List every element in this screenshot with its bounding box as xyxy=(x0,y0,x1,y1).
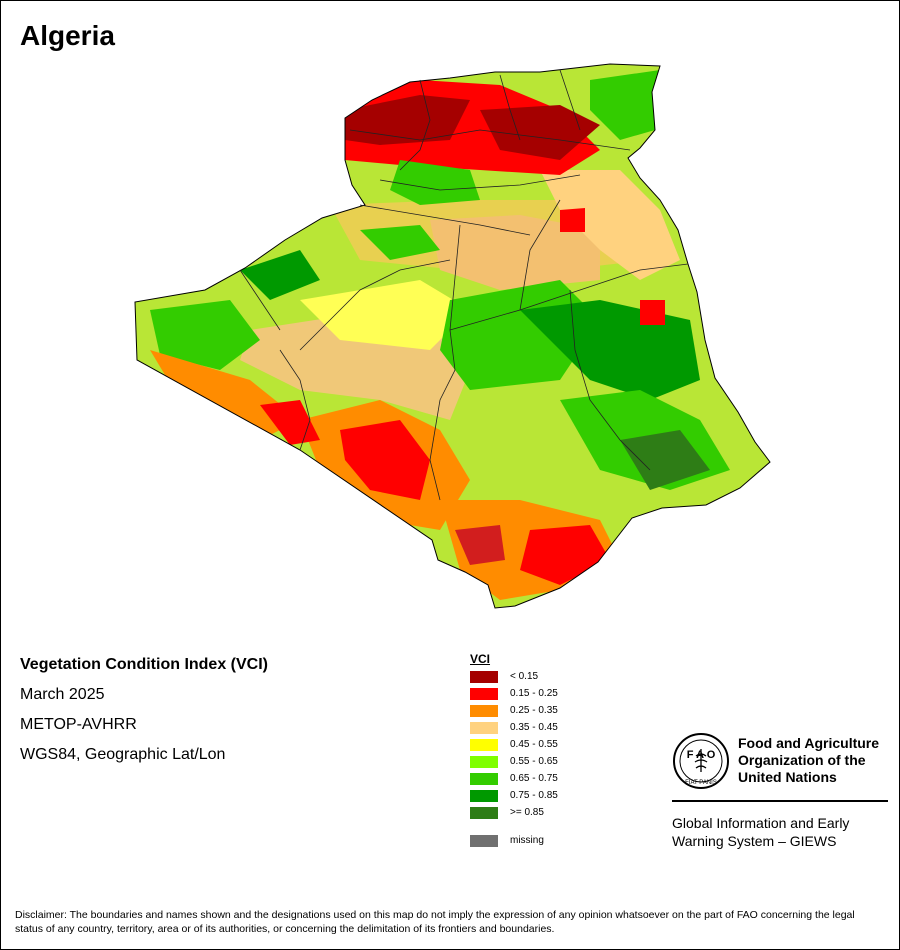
fao-name: Food and Agriculture Organization of the… xyxy=(738,735,879,786)
legend-label: 0.15 - 0.25 xyxy=(510,688,558,699)
fao-name-line: Food and Agriculture xyxy=(738,735,880,751)
fao-name-line: Organization of the xyxy=(738,752,866,768)
period: March 2025 xyxy=(20,686,105,703)
legend-item: 0.35 - 0.45 xyxy=(470,719,558,736)
legend: VCI < 0.15 0.15 - 0.25 0.25 - 0.35 0.35 … xyxy=(470,652,558,849)
legend-item: 0.65 - 0.75 xyxy=(470,770,558,787)
legend-swatch-missing xyxy=(470,834,498,847)
map-info: Vegetation Condition Index (VCI) March 2… xyxy=(20,656,268,776)
legend-label: 0.25 - 0.35 xyxy=(510,705,558,716)
legend-swatch xyxy=(470,738,498,751)
giews-line: Global Information and Early xyxy=(672,815,850,831)
legend-label: 0.55 - 0.65 xyxy=(510,756,558,767)
legend-item: 0.25 - 0.35 xyxy=(470,702,558,719)
legend-swatch xyxy=(470,704,498,717)
legend-item: 0.55 - 0.65 xyxy=(470,753,558,770)
legend-item: >= 0.85 xyxy=(470,804,558,821)
disclaimer: Disclaimer: The boundaries and names sho… xyxy=(15,909,855,935)
fao-logo-icon: F A O FIAT PANIS xyxy=(673,733,729,789)
legend-item-missing: missing xyxy=(470,832,558,849)
legend-swatch xyxy=(470,789,498,802)
legend-label: 0.45 - 0.55 xyxy=(510,739,558,750)
legend-label: < 0.15 xyxy=(510,671,539,682)
map-title: Algeria xyxy=(20,20,115,51)
legend-label-missing: missing xyxy=(510,835,544,846)
legend-label: 0.65 - 0.75 xyxy=(510,773,558,784)
divider xyxy=(672,800,888,802)
legend-item: 0.15 - 0.25 xyxy=(470,685,558,702)
index-name: Vegetation Condition Index (VCI) xyxy=(20,656,268,673)
legend-swatch xyxy=(470,721,498,734)
legend-swatch xyxy=(470,806,498,819)
legend-item: 0.75 - 0.85 xyxy=(470,787,558,804)
province-boundaries xyxy=(239,69,689,501)
legend-swatch xyxy=(470,687,498,700)
legend-item: < 0.15 xyxy=(470,668,558,685)
legend-label: 0.35 - 0.45 xyxy=(510,722,558,733)
projection: WGS84, Geographic Lat/Lon xyxy=(20,746,226,763)
sensor: METOP-AVHRR xyxy=(20,716,137,733)
legend-title: VCI xyxy=(470,652,491,666)
giews-name: Global Information and Early Warning Sys… xyxy=(672,814,892,850)
legend-item: 0.45 - 0.55 xyxy=(470,736,558,753)
vci-raster xyxy=(135,64,770,608)
legend-label: >= 0.85 xyxy=(510,807,544,818)
legend-swatch xyxy=(470,772,498,785)
fao-name-line: United Nations xyxy=(738,769,837,785)
legend-swatch xyxy=(470,670,498,683)
svg-text:FIAT PANIS: FIAT PANIS xyxy=(685,780,717,786)
legend-label: 0.75 - 0.85 xyxy=(510,790,558,801)
legend-swatch xyxy=(470,755,498,768)
giews-line: Warning System – GIEWS xyxy=(672,833,837,849)
